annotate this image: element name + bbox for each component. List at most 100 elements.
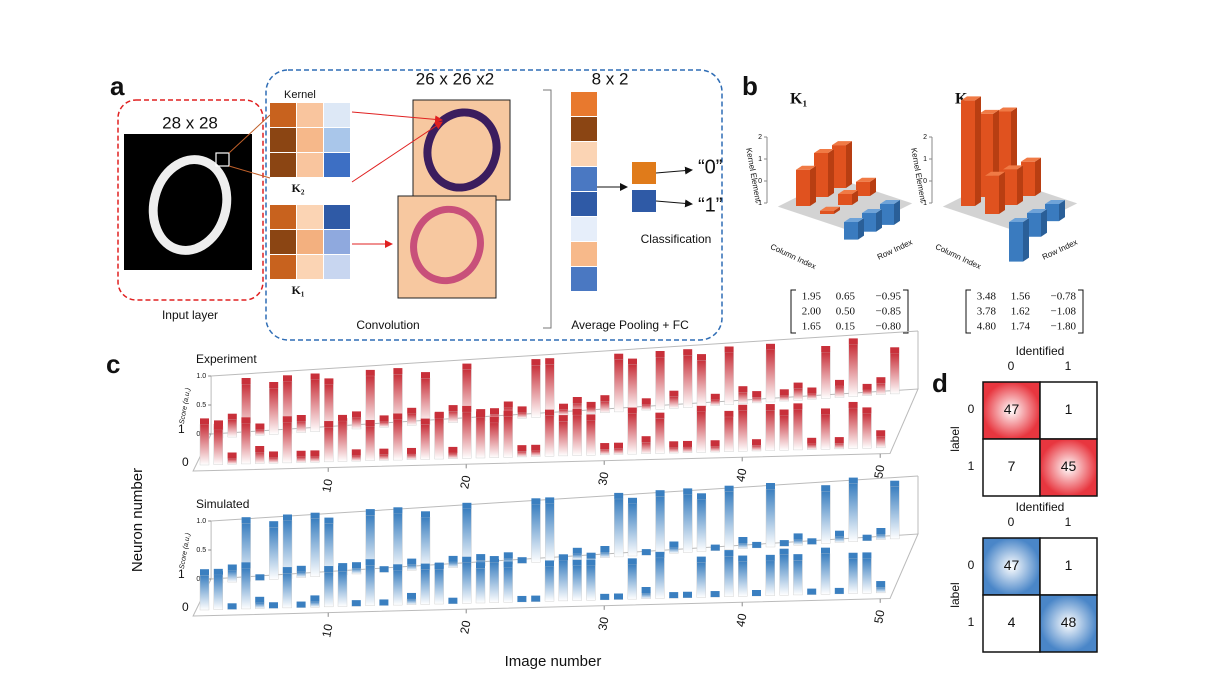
- pool-cell: [571, 142, 597, 166]
- score-bar: [683, 355, 693, 408]
- score-bar: [683, 494, 693, 553]
- kernel-bar: [1003, 169, 1017, 205]
- pool-cell: [571, 192, 597, 216]
- score-bar: [365, 565, 375, 607]
- kernel-bar: [961, 100, 975, 206]
- score-bar-cap: [835, 530, 844, 537]
- score-bar-cap: [421, 511, 430, 518]
- score-bar-cap: [862, 552, 872, 559]
- bracket: [1078, 289, 1084, 334]
- score-bar-cap: [586, 552, 596, 559]
- score-bar: [213, 574, 224, 610]
- score-bar-cap: [365, 559, 375, 566]
- score-bar: [669, 547, 679, 554]
- score-bar-cap: [669, 541, 679, 548]
- score-bar-cap: [821, 485, 831, 492]
- score-bar-cap: [393, 507, 403, 514]
- z-tick-label: 1: [758, 156, 762, 163]
- kernel-bar-top: [1009, 218, 1029, 222]
- score-bar: [738, 561, 748, 597]
- kernel-bar-side: [876, 209, 882, 232]
- matrix-entry: 1.62: [1011, 306, 1030, 318]
- score-bar-cap: [476, 562, 485, 569]
- row-label: 1: [968, 615, 975, 629]
- score-bar-cap: [558, 554, 568, 561]
- score-bar-cap: [614, 442, 623, 449]
- kernel-bar-side: [846, 141, 852, 188]
- score-bar: [765, 488, 776, 548]
- score-bar: [227, 419, 238, 438]
- score-bar-cap: [821, 408, 830, 415]
- plot-frame: [211, 330, 919, 377]
- kernel-bar-top: [862, 209, 882, 213]
- score-bar-cap: [821, 346, 831, 352]
- score-bar: [255, 429, 265, 436]
- matrix-entry: −0.85: [876, 306, 902, 318]
- score-bar: [462, 562, 472, 604]
- score-bar: [613, 448, 624, 455]
- bracket: [903, 289, 909, 334]
- score-bar-cap: [559, 403, 568, 410]
- x-tick-label: 40: [733, 467, 749, 483]
- score-bar-cap: [462, 405, 472, 412]
- score-bar: [600, 401, 610, 414]
- axis-label: Neuron number: [129, 468, 146, 572]
- score-bar: [282, 572, 292, 609]
- kernel-bar-side: [1035, 157, 1041, 196]
- score-bar-cap: [420, 563, 430, 570]
- score-bar: [600, 448, 610, 456]
- score-bar-cap: [876, 528, 886, 534]
- score-bar: [779, 395, 789, 402]
- score-bar-cap: [462, 556, 472, 563]
- score-bar: [724, 416, 734, 452]
- axis-label: Row Index: [1041, 238, 1079, 262]
- score-bar-cap: [641, 549, 651, 556]
- kernel-bar: [814, 153, 828, 197]
- kernel-bar-top: [856, 177, 876, 182]
- score-bar-cap: [876, 377, 886, 384]
- score-bar-cap: [241, 562, 251, 569]
- kernel-cell: [297, 128, 323, 152]
- score-bar: [448, 561, 458, 568]
- kernel-bar-side: [834, 206, 840, 214]
- score-bar-cap: [379, 599, 389, 606]
- panel-label: c: [106, 349, 120, 379]
- matrix-entry: 1.74: [1011, 321, 1031, 333]
- score-bar: [765, 560, 775, 596]
- kernel-cell: [270, 153, 296, 177]
- score-bar-cap: [365, 420, 375, 426]
- panel-label: b: [742, 71, 758, 101]
- score-bar-cap: [683, 488, 693, 495]
- score-bar-cap: [848, 401, 858, 408]
- score-bar-cap: [641, 587, 651, 593]
- score-bar-cap: [489, 556, 499, 563]
- score-bar-cap: [697, 354, 706, 361]
- x-tick-label: 10: [319, 478, 335, 494]
- col-label: 0: [1008, 515, 1015, 529]
- label: Input layer: [162, 308, 218, 322]
- score-bar: [862, 413, 872, 449]
- score-bar: [296, 571, 306, 578]
- kernel-bar-top: [880, 200, 900, 204]
- score-bar: [420, 569, 430, 605]
- panel-label: d: [932, 368, 948, 398]
- link: [228, 114, 271, 154]
- score-bar: [655, 496, 665, 555]
- score-bar-cap: [683, 349, 693, 356]
- score-bar: [669, 396, 679, 409]
- score-bar-cap: [351, 600, 361, 607]
- score-bar-cap: [848, 552, 858, 559]
- score-bar-cap: [462, 363, 472, 370]
- x-tick-label: 40: [733, 612, 749, 628]
- score-bar-cap: [351, 449, 361, 456]
- score-bar-cap: [517, 557, 527, 564]
- score-bar: [848, 558, 858, 594]
- matrix-entry: −1.08: [1051, 306, 1077, 318]
- feature-ring: [410, 205, 484, 285]
- score-bar: [531, 364, 541, 418]
- score-bar-cap: [545, 358, 555, 365]
- col-title: Identified: [1016, 344, 1065, 358]
- score-bar: [406, 453, 417, 460]
- matrix-cell: [1039, 438, 1098, 497]
- score-bar: [545, 503, 555, 562]
